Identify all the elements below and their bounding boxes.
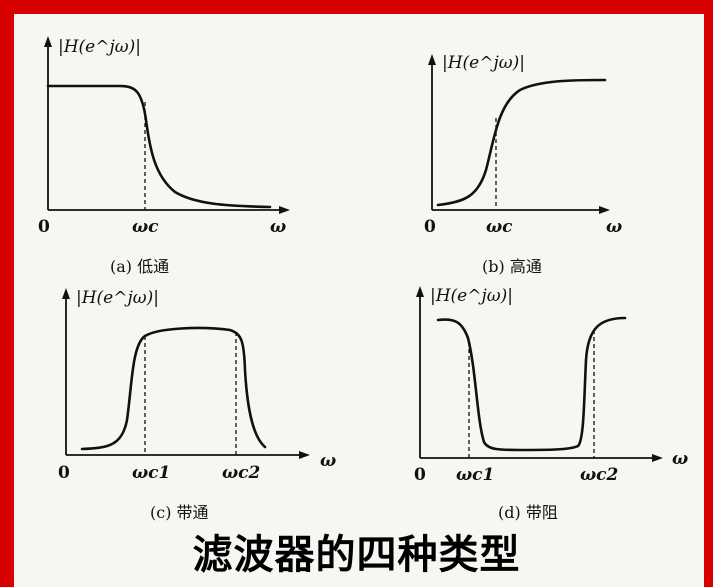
page-title: 滤波器的四种类型 [192, 532, 521, 578]
origin-label: 0 [414, 465, 426, 485]
origin-label: 0 [424, 217, 436, 237]
x-axis-arrow [279, 206, 290, 214]
x-axis-label: ω [270, 217, 286, 237]
y-axis-label: |H(e^jω)| [442, 53, 525, 73]
bandstop-curve [436, 316, 627, 452]
cutoff-label-2: ωc2 [222, 463, 261, 483]
caption-lowpass: (a) 低通 [110, 257, 169, 276]
origin-label: 0 [38, 217, 50, 237]
caption-highpass: (b) 高通 [482, 257, 542, 276]
y-axis-label: |H(e^jω)| [430, 286, 513, 306]
bandpass-curve [80, 326, 267, 451]
panel-lowpass: |H(e^jω)| 0 ωc ω (a) 低通 [38, 36, 290, 276]
cutoff-label: ωc [486, 217, 513, 237]
x-axis-arrow [652, 454, 663, 462]
cutoff-label-1: ωc1 [132, 463, 170, 483]
x-axis-label: ω [606, 217, 622, 237]
x-axis-arrow [599, 206, 610, 214]
cutoff-label: ωc [132, 217, 159, 237]
x-axis-label: ω [320, 451, 336, 471]
caption-bandpass: (c) 带通 [150, 503, 209, 522]
y-axis-label: |H(e^jω)| [76, 288, 159, 308]
y-axis-arrow [44, 36, 52, 47]
panel-bandpass: |H(e^jω)| 0 ωc1 ωc2 ω (c) 带通 [58, 288, 336, 522]
cutoff-label-2: ωc2 [580, 465, 619, 485]
y-axis-label: |H(e^jω)| [58, 37, 141, 57]
y-axis-arrow [416, 286, 424, 297]
caption-bandstop: (d) 带阻 [498, 503, 558, 522]
y-axis-arrow [62, 288, 70, 299]
lowpass-curve [46, 84, 272, 209]
panel-highpass: |H(e^jω)| 0 ωc ω (b) 高通 [424, 53, 622, 276]
x-axis-arrow [299, 451, 310, 459]
origin-label: 0 [58, 463, 70, 483]
image-frame [14, 14, 704, 587]
highpass-curve [436, 78, 607, 207]
cutoff-label-1: ωc1 [456, 465, 494, 485]
x-axis-label: ω [672, 449, 688, 469]
y-axis-arrow [428, 54, 436, 65]
panel-bandstop: |H(e^jω)| 0 ωc1 ωc2 ω (d) 带阻 [414, 286, 688, 522]
